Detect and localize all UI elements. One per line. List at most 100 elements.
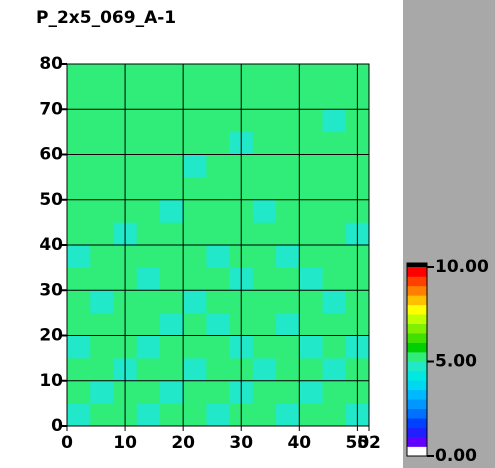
heat-cell bbox=[252, 403, 277, 427]
heat-cell bbox=[276, 109, 300, 133]
heat-cell bbox=[299, 177, 323, 201]
heat-cell bbox=[183, 131, 207, 155]
heat-cell bbox=[136, 380, 161, 404]
heat-cell bbox=[159, 154, 184, 178]
heat-cell bbox=[90, 86, 114, 110]
heat-cell bbox=[322, 380, 347, 404]
heat-cell bbox=[252, 154, 277, 178]
heat-cell bbox=[206, 177, 230, 201]
heat-cell bbox=[183, 335, 207, 359]
heat-cell bbox=[136, 245, 161, 268]
heat-cell bbox=[276, 131, 300, 155]
heat-cell bbox=[159, 109, 184, 133]
heat-cell bbox=[206, 222, 230, 246]
heat-cell bbox=[299, 245, 323, 268]
colorbar-band bbox=[407, 380, 427, 391]
heat-cell bbox=[322, 154, 347, 178]
heat-cell bbox=[136, 131, 161, 155]
heat-cell bbox=[322, 335, 347, 359]
colorbar-band bbox=[407, 323, 427, 334]
heat-cell bbox=[252, 312, 277, 336]
heat-cell bbox=[159, 403, 184, 427]
heat-cell bbox=[90, 290, 114, 314]
heat-cell bbox=[67, 358, 91, 382]
colorbar-label: 5.00 bbox=[435, 352, 477, 372]
heat-cell bbox=[183, 358, 207, 382]
colorbar-band bbox=[407, 352, 427, 362]
colorbar-band bbox=[407, 361, 427, 372]
heat-cell bbox=[136, 222, 161, 246]
heat-cell bbox=[67, 64, 91, 87]
colorbar-band bbox=[407, 267, 427, 277]
heat-cell bbox=[67, 199, 91, 223]
heat-cell bbox=[90, 380, 114, 404]
heat-cell bbox=[159, 358, 184, 382]
heat-cell bbox=[252, 86, 277, 110]
colorbar-band bbox=[407, 285, 427, 296]
heat-cell bbox=[206, 335, 230, 359]
heat-cell bbox=[252, 358, 277, 382]
x-tick-label: 20 bbox=[171, 433, 195, 453]
y-tick-label: 0 bbox=[51, 416, 63, 436]
heat-cell bbox=[67, 222, 91, 246]
heat-cell bbox=[322, 290, 347, 314]
heat-cell bbox=[276, 267, 300, 291]
heat-cell bbox=[183, 154, 207, 178]
x-tick-label: 0 bbox=[61, 433, 73, 453]
colorbar-band bbox=[407, 427, 427, 438]
heat-cell bbox=[206, 131, 230, 155]
heat-cell bbox=[322, 245, 347, 268]
heat-cell bbox=[136, 154, 161, 178]
heat-cell bbox=[183, 290, 207, 314]
heat-cell bbox=[183, 177, 207, 201]
heat-cell bbox=[159, 312, 184, 336]
heat-cell bbox=[322, 222, 347, 246]
heat-cell bbox=[299, 335, 323, 359]
colorbar-band bbox=[407, 342, 427, 353]
colorbar-band bbox=[407, 295, 427, 306]
heat-cell bbox=[90, 64, 114, 87]
heat-cell bbox=[159, 245, 184, 268]
heat-cell bbox=[136, 290, 161, 314]
heat-cell bbox=[299, 86, 323, 110]
heat-cell bbox=[206, 64, 230, 87]
heat-cell bbox=[67, 154, 91, 178]
x-tick-label: 52 bbox=[357, 433, 381, 453]
heat-cell bbox=[206, 380, 230, 404]
heat-cell bbox=[206, 86, 230, 110]
y-tick-label: 10 bbox=[39, 371, 63, 391]
colorbar-top bbox=[407, 263, 427, 267]
heat-cell bbox=[67, 312, 91, 336]
colorbar-frame bbox=[406, 262, 428, 457]
x-tick-label: 40 bbox=[287, 433, 311, 453]
heat-cell bbox=[183, 403, 207, 427]
heat-cell bbox=[90, 131, 114, 155]
heat-cell bbox=[206, 290, 230, 314]
heat-cell bbox=[322, 109, 347, 133]
heat-cell bbox=[322, 267, 347, 291]
heat-cell bbox=[299, 109, 323, 133]
colorbar-band bbox=[407, 408, 427, 419]
heat-cell bbox=[159, 86, 184, 110]
heat-cell bbox=[322, 177, 347, 201]
y-tick-label: 50 bbox=[39, 190, 63, 210]
heat-cell bbox=[322, 199, 347, 223]
heat-cell bbox=[136, 109, 161, 133]
heat-cell bbox=[90, 222, 114, 246]
heat-cell bbox=[276, 86, 300, 110]
heat-cell bbox=[67, 290, 91, 314]
heat-cell bbox=[90, 245, 114, 268]
colorbar-band bbox=[407, 304, 427, 315]
heat-cell bbox=[90, 335, 114, 359]
heat-cell bbox=[90, 199, 114, 223]
colorbar-label: 0.00 bbox=[435, 446, 477, 466]
heat-cell bbox=[276, 358, 300, 382]
heat-cell bbox=[276, 312, 300, 336]
heat-cell bbox=[299, 312, 323, 336]
heat-cell bbox=[136, 199, 161, 223]
heat-cell bbox=[322, 312, 347, 336]
y-tick-label: 40 bbox=[39, 235, 63, 255]
heat-cell bbox=[276, 154, 300, 178]
heat-cell bbox=[90, 177, 114, 201]
heat-cell bbox=[252, 109, 277, 133]
